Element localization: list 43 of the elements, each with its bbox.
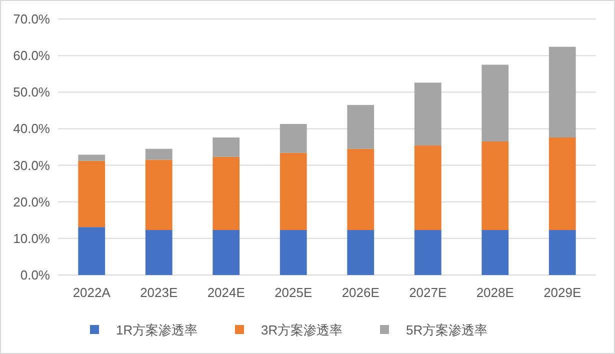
- bar: [212, 156, 240, 230]
- x-tick-label: 2025E: [274, 285, 312, 300]
- x-tick-label: 2027E: [409, 285, 447, 300]
- y-tick-label: 60.0%: [13, 48, 50, 64]
- bar: [548, 46, 576, 138]
- bar: [347, 104, 374, 149]
- y-tick-label: 20.0%: [13, 194, 50, 210]
- bar: [347, 148, 374, 230]
- bar: [414, 146, 442, 230]
- bar: [548, 230, 576, 275]
- bar: [212, 137, 240, 157]
- bar: [347, 230, 374, 275]
- bar: [482, 142, 509, 230]
- bar: [548, 137, 576, 230]
- y-tick-label: 10.0%: [13, 230, 50, 246]
- bar: [78, 154, 106, 161]
- y-tick-label: 40.0%: [13, 121, 50, 136]
- bar: [145, 148, 172, 160]
- bar: [212, 230, 240, 275]
- bar: [145, 160, 172, 230]
- y-tick-label: 0.0%: [20, 268, 50, 282]
- x-tick-label: 2024E: [207, 285, 246, 300]
- x-tick-label: 2023E: [140, 285, 178, 300]
- x-tick-label: 2026E: [342, 285, 380, 300]
- bar: [414, 230, 442, 275]
- bar: [280, 230, 307, 275]
- x-tick-label: 2028E: [476, 285, 514, 300]
- bar: [280, 124, 307, 153]
- legend-label: 1R方案渗透率: [116, 322, 198, 338]
- y-tick-label: 30.0%: [13, 158, 50, 173]
- bar: [414, 82, 442, 146]
- y-tick-label: 50.0%: [13, 84, 50, 100]
- bar: [145, 230, 172, 275]
- legend-label: 5R方案渗透率: [406, 322, 488, 338]
- x-tick-label: 2022A: [72, 285, 111, 300]
- bar: [78, 227, 106, 275]
- y-tick-label: 70.0%: [13, 12, 50, 26]
- x-tick-label: 2029E: [544, 285, 582, 300]
- bar: [78, 160, 106, 228]
- legend-label: 3R方案渗透率: [261, 322, 343, 338]
- bar: [482, 230, 509, 275]
- bar: [280, 152, 307, 230]
- bar: [482, 64, 509, 142]
